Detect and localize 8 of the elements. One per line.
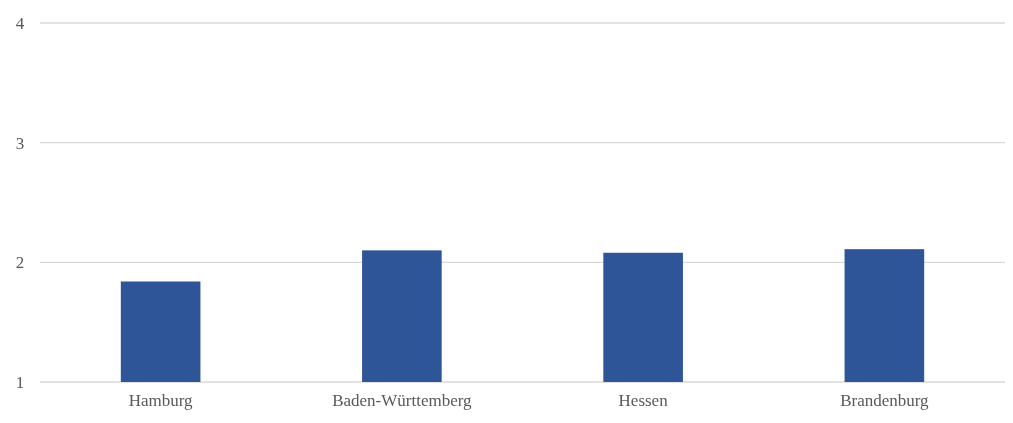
x-tick-label: Hessen (618, 391, 669, 410)
y-tick-label: 1 (15, 372, 25, 392)
y-tick-label: 4 (15, 13, 25, 33)
y-tick-label: 3 (15, 133, 25, 153)
x-tick-label: Baden-Württemberg (332, 391, 473, 410)
x-tick-label: Brandenburg (840, 391, 930, 410)
y-tick-label: 2 (15, 253, 25, 273)
x-tick-label: Hamburg (128, 391, 194, 410)
